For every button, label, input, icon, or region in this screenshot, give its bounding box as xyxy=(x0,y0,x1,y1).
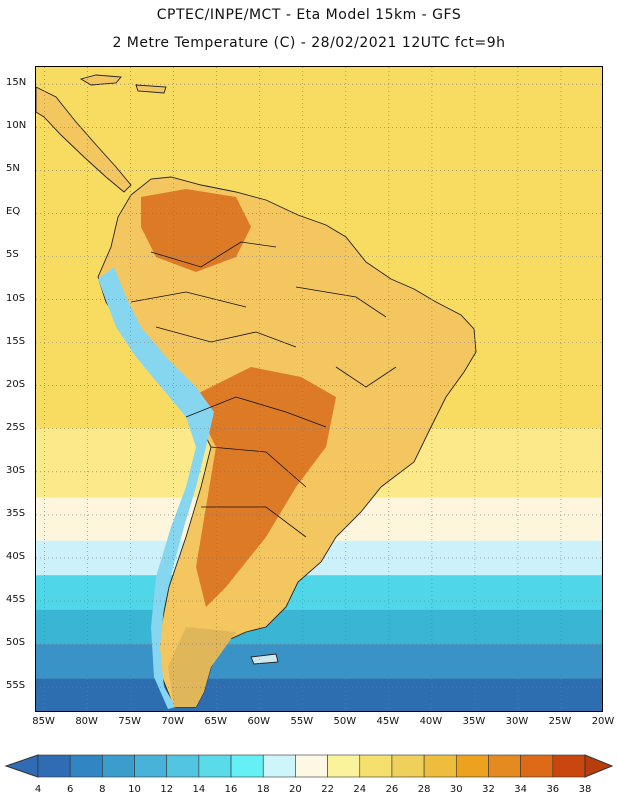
colorbar-tick-label: 12 xyxy=(160,784,174,795)
latitude-tick-label: 15N xyxy=(6,77,27,89)
longitude-tick-label: 75W xyxy=(118,716,141,727)
colorbar-tick-label: 28 xyxy=(417,784,431,795)
colorbar-under-arrow xyxy=(4,754,39,778)
colorbar-tick-label: 22 xyxy=(321,784,334,795)
central-america-shape xyxy=(36,86,132,193)
colorbar-tick-label: 4 xyxy=(34,784,42,795)
latitude-tick-label: 15S xyxy=(6,335,26,347)
hot-region-central xyxy=(191,367,336,607)
colorbar-over-arrow xyxy=(584,754,614,778)
latitude-tick-label: 35S xyxy=(6,507,26,519)
colorbar-segment xyxy=(391,754,425,778)
colorbar-segment xyxy=(69,754,103,778)
longitude-tick-label: 20W xyxy=(591,716,615,727)
colorbar-tick-label: 8 xyxy=(99,784,106,795)
colorbar-segment xyxy=(295,754,328,778)
colorbar-segment xyxy=(423,754,457,778)
colorbar-tick-label: 16 xyxy=(224,784,238,795)
caribbean-islands-shape xyxy=(79,74,167,94)
longitude-tick-label: 55W xyxy=(290,716,314,727)
colorbar-segment xyxy=(455,754,489,778)
colorbar-segment xyxy=(520,754,554,778)
chart-title: CPTEC/INPE/MCT - Eta Model 15km - GFS xyxy=(156,7,462,23)
latitude-tick-label: 30S xyxy=(6,464,26,476)
temperature-map xyxy=(36,67,602,711)
longitude-tick-label: 50W xyxy=(333,716,357,727)
andes-cold-strip xyxy=(98,267,214,709)
colorbar-segment xyxy=(37,754,71,778)
hot-region-north xyxy=(141,189,251,272)
colorbar-segment xyxy=(102,754,135,778)
temperature-colorbar xyxy=(4,754,614,778)
latitude-tick-label: 55S xyxy=(6,680,26,692)
border-lines xyxy=(130,241,397,538)
ocean-band xyxy=(36,644,602,679)
colorbar-tick-label: 26 xyxy=(385,784,399,795)
country-borders xyxy=(130,241,397,538)
colorbar-tick-label: 20 xyxy=(289,784,302,795)
latitude-tick-label: 25S xyxy=(6,421,26,433)
ocean-band xyxy=(36,678,602,711)
latitude-tick-label: 50S xyxy=(6,637,26,649)
longitude-tick-label: 85W xyxy=(32,716,55,727)
latitude-tick-label: 10S xyxy=(6,292,26,304)
colorbar-segment xyxy=(166,754,200,778)
longitude-tick-label: 80W xyxy=(75,716,98,727)
colorbar-segment xyxy=(327,754,361,778)
colorbar-tick-label: 30 xyxy=(449,784,463,795)
chart-subtitle: 2 Metre Temperature (C) - 28/02/2021 12U… xyxy=(112,35,506,51)
colorbar-segment xyxy=(552,754,586,778)
map-panel xyxy=(35,66,603,712)
longitude-tick-label: 30W xyxy=(505,716,529,727)
colorbar-segment xyxy=(488,754,521,778)
colorbar-segment xyxy=(134,754,168,778)
latitude-tick-label: 45S xyxy=(6,594,26,606)
latitude-tick-label: EQ xyxy=(6,206,21,218)
ocean-temperature-bands xyxy=(36,67,602,711)
colorbar-tick-label: 10 xyxy=(128,784,141,795)
latitude-tick-label: 20S xyxy=(6,378,26,390)
longitude-tick-label: 60W xyxy=(247,716,271,727)
ocean-band xyxy=(36,575,602,610)
colorbar-tick-label: 6 xyxy=(66,784,74,795)
colorbar-segment xyxy=(198,754,232,778)
colorbar-tick-label: 32 xyxy=(482,784,495,795)
colorbar-tick-label: 24 xyxy=(353,784,367,795)
colorbar-tick-label: 14 xyxy=(192,784,206,795)
longitude-tick-label: 65W xyxy=(204,716,228,727)
ocean-band xyxy=(36,609,602,645)
lat-lon-grid xyxy=(36,67,602,711)
longitude-tick-label: 25W xyxy=(548,716,572,727)
latitude-tick-label: 5N xyxy=(6,163,20,175)
colorbar-tick-label: 36 xyxy=(546,784,560,795)
longitude-tick-label: 45W xyxy=(376,716,400,727)
colorbar-segment xyxy=(262,754,296,778)
falkland-islands xyxy=(250,653,279,665)
latitude-tick-label: 40S xyxy=(6,550,26,562)
latitude-tick-label: 10N xyxy=(6,120,27,132)
colorbar-segment xyxy=(230,754,264,778)
south-america-landmass xyxy=(36,74,477,709)
colorbar-tick-label: 18 xyxy=(256,784,270,795)
longitude-tick-label: 40W xyxy=(419,716,443,727)
longitude-tick-label: 35W xyxy=(462,716,486,727)
longitude-tick-label: 70W xyxy=(161,716,184,727)
colorbar-tick-label: 34 xyxy=(514,784,527,795)
latitude-tick-label: 5S xyxy=(6,249,19,261)
colorbar-tick-label: 38 xyxy=(578,784,592,795)
colorbar-segment xyxy=(359,754,393,778)
